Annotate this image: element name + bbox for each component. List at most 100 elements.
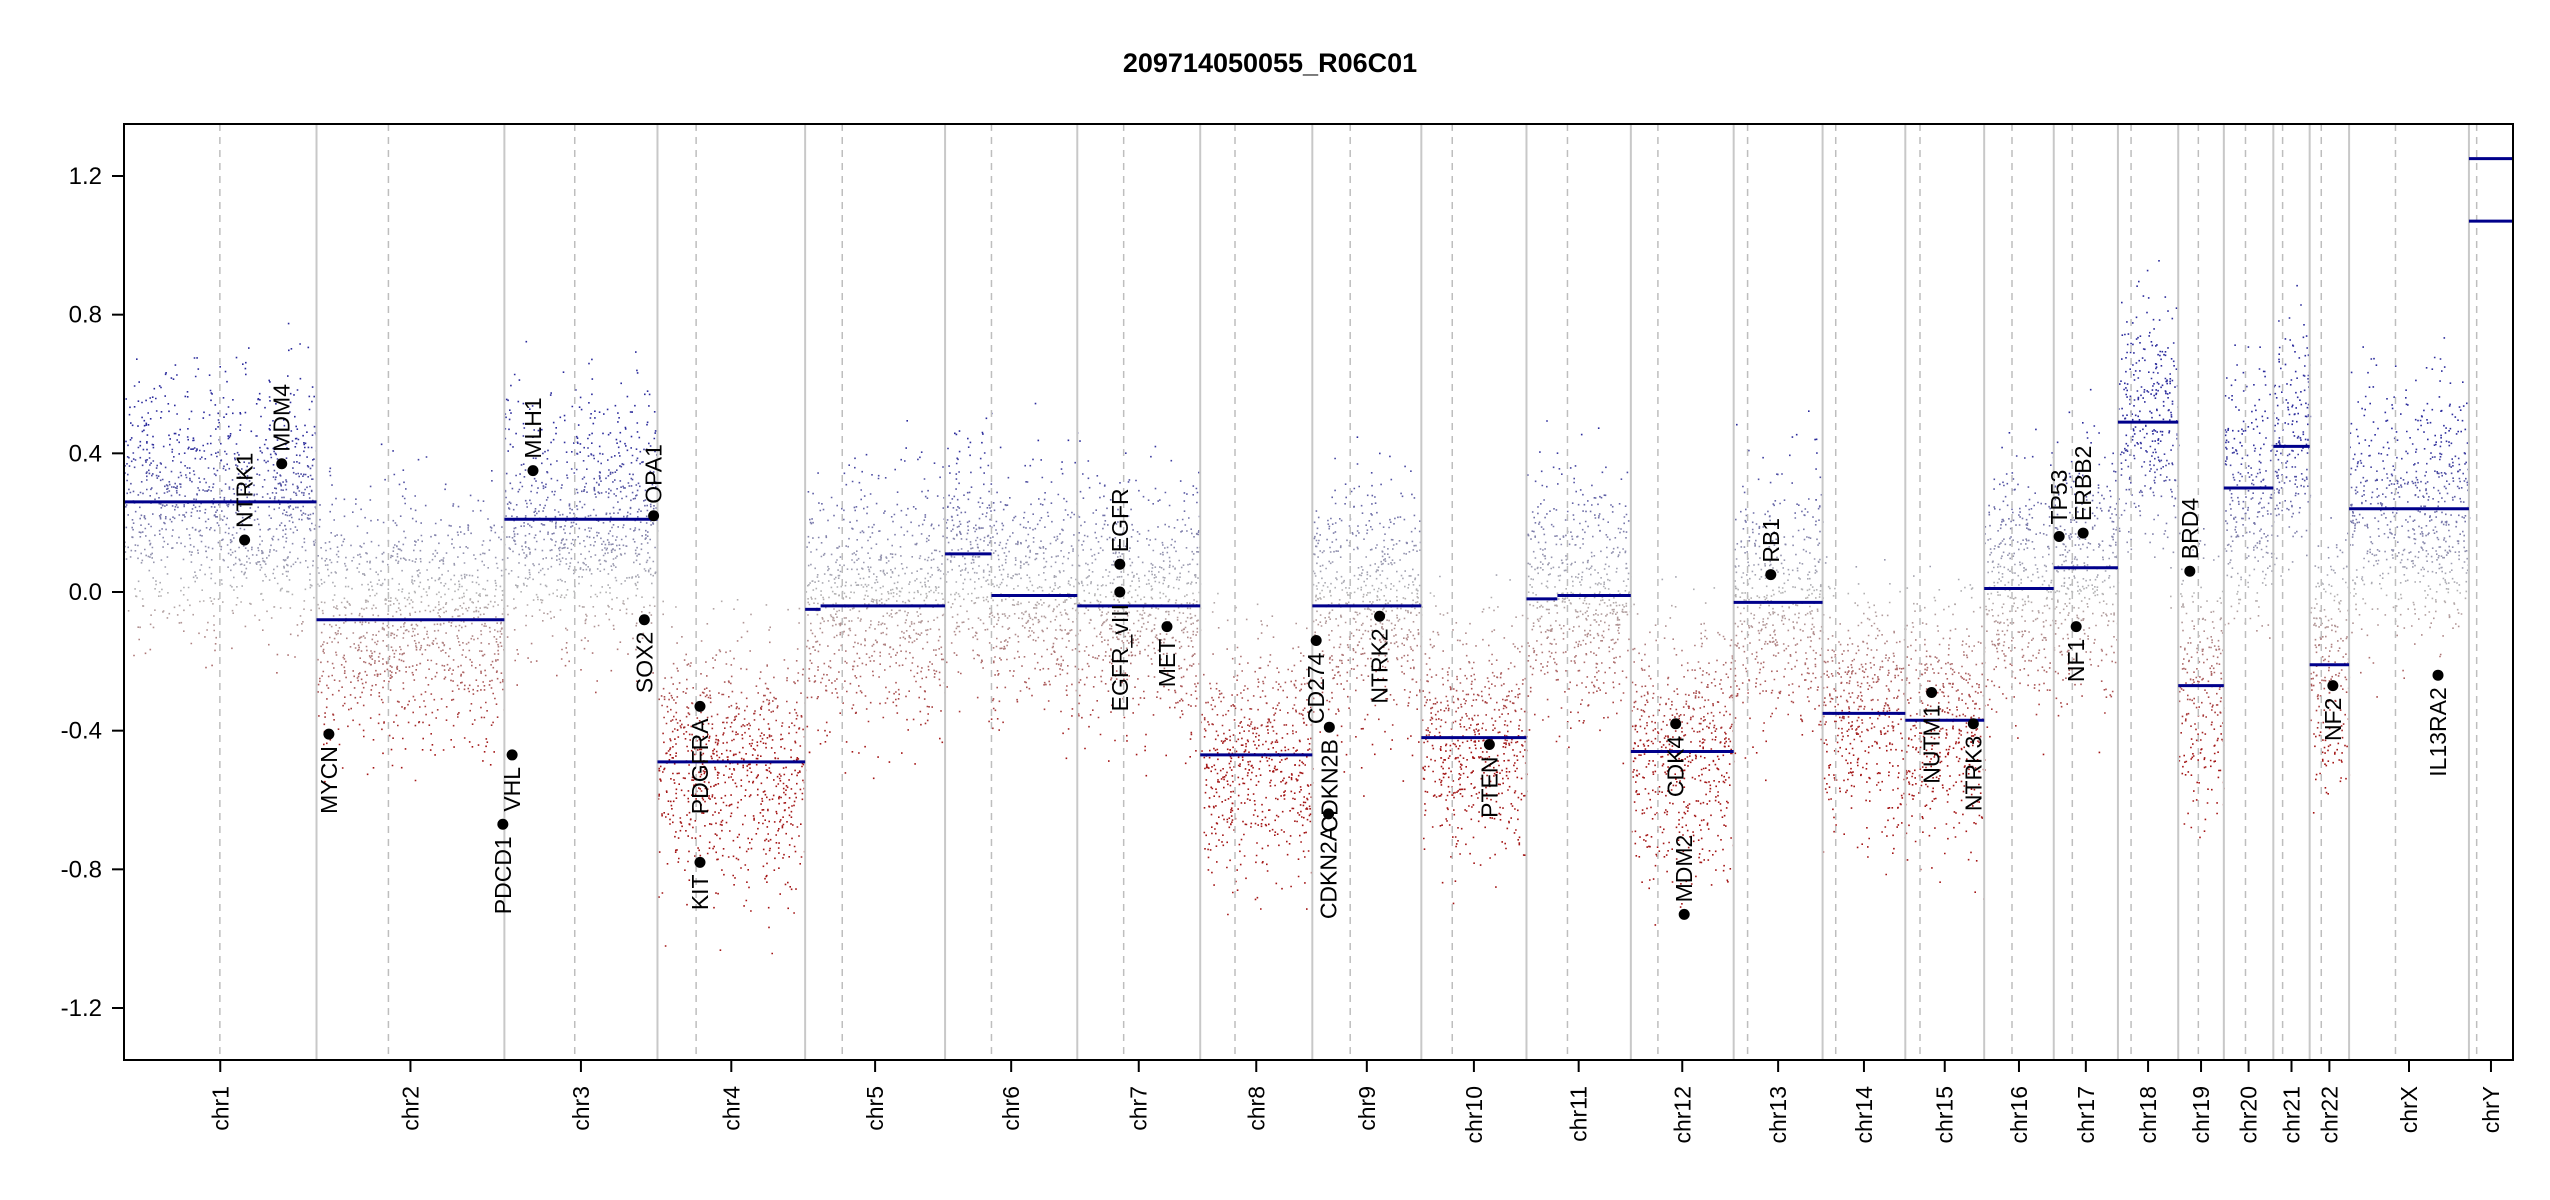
chromosome-label: chr20: [2236, 1086, 2262, 1144]
probe-point-cloud: [362, 728, 2343, 732]
gene-label: NUTM1: [1919, 705, 1945, 784]
chromosome-label: chr3: [568, 1086, 594, 1131]
gene-label: KIT: [687, 874, 713, 910]
gene-point: [527, 465, 539, 477]
gene-point: [648, 510, 660, 522]
chromosome-grid: [219, 124, 2478, 1060]
gene-label: OPA1: [641, 444, 667, 504]
gene-label: RB1: [1758, 518, 1784, 563]
probe-point-cloud: [289, 633, 2043, 636]
gene-point: [1967, 718, 1979, 730]
chart-title: 209714050055_R06C01: [1123, 48, 1417, 78]
gene-label: NTRK1: [232, 453, 258, 528]
probe-point-cloud: [168, 612, 2460, 615]
probe-point-cloud: [1566, 510, 1803, 513]
gene-point: [1310, 635, 1322, 647]
segment-lines: [124, 157, 2513, 764]
gene-point: [2432, 669, 2444, 681]
probe-point-cloud: [196, 509, 2438, 513]
gene-point: [2077, 527, 2089, 539]
y-tick-label: -0.8: [61, 856, 102, 883]
gene-point: [1114, 558, 1126, 570]
probe-point-cloud: [159, 581, 2458, 584]
chromosome-label: chr17: [2073, 1086, 2099, 1144]
probe-point-cloud: [354, 646, 2341, 649]
chromosome-label: chr21: [2278, 1086, 2304, 1144]
chromosome-label: chr7: [1126, 1086, 1152, 1131]
gene-point: [638, 614, 650, 626]
gene-point: [239, 534, 251, 546]
chromosome-label: chr5: [862, 1086, 888, 1131]
gene-label: MDM4: [269, 384, 295, 452]
gene-point: [1114, 586, 1126, 598]
gene-label: SOX2: [631, 632, 657, 693]
gene-label: CDK4: [1663, 736, 1689, 798]
chromosome-label: chr15: [1932, 1086, 1958, 1144]
gene-label: NTRK2: [1367, 628, 1393, 703]
chromosome-label: chr11: [1566, 1086, 1592, 1142]
gene-label: PTEN: [1476, 757, 1502, 818]
chromosome-label: chr16: [2006, 1086, 2032, 1144]
probe-point-cloud: [209, 596, 2427, 599]
gene-point: [694, 856, 706, 868]
y-tick-label: 0.8: [69, 302, 102, 329]
probe-point-cloud: [219, 495, 2456, 499]
probe-point-cloud: [303, 608, 2459, 611]
chromosome-label: chr4: [718, 1086, 744, 1131]
gene-label: IL13RA2: [2425, 687, 2451, 777]
probe-point-cloud: [160, 558, 2460, 562]
gene-label: CDKN2B: [1316, 739, 1342, 832]
gene-point: [2053, 531, 2065, 543]
chromosome-label: chr18: [2135, 1086, 2161, 1144]
gene-label: TP53: [2046, 470, 2072, 525]
gene-point: [276, 458, 288, 470]
gene-point: [1926, 687, 1938, 699]
probe-point-cloud: [168, 479, 2470, 483]
probe-point-cloud: [381, 627, 2363, 631]
y-tick-label: -1.2: [61, 995, 102, 1022]
probe-point-cloud: [129, 555, 2443, 558]
probe-point-cloud: [162, 536, 164, 539]
probe-point-cloud: [386, 668, 2187, 671]
chromosome-label: chr2: [397, 1086, 423, 1131]
probe-point-cloud: [685, 715, 1890, 718]
chromosome-label: chr22: [2316, 1086, 2342, 1144]
probe-point-cloud: [148, 539, 2445, 542]
chromosome-label: chr12: [1669, 1086, 1695, 1144]
chromosome-label: chr19: [2188, 1086, 2214, 1144]
gene-label: EGFR: [1107, 488, 1133, 552]
gene-label: NTRK3: [1960, 736, 1986, 811]
gene-point: [323, 728, 335, 740]
chromosome-label: chr6: [998, 1086, 1024, 1131]
gene-point: [1678, 908, 1690, 920]
y-tick-label: 0.0: [69, 579, 102, 606]
probe-point-cloud: [206, 628, 2333, 632]
probe-point-cloud: [162, 445, 165, 448]
chromosome-label: chr10: [1461, 1086, 1487, 1144]
gene-point: [506, 749, 518, 761]
gene-point: [1323, 808, 1335, 820]
chromosome-label: chrX: [2396, 1086, 2422, 1133]
gene-point: [2327, 680, 2339, 692]
probe-point-cloud: [322, 670, 2057, 673]
y-tick-label: 1.2: [69, 163, 102, 190]
gene-point: [1670, 718, 1682, 730]
x-axis: chr1 chr2 chr3 chr4 chr5 chr6 chr7 chr8 chr9 chr1…: [207, 1060, 2504, 1144]
y-tick-label: 0.4: [69, 440, 102, 467]
probe-point-cloud: [140, 481, 2469, 484]
chromosome-label: chr13: [1765, 1086, 1791, 1144]
probe-points: [124, 260, 2471, 955]
chromosome-label: chr8: [1243, 1086, 1269, 1131]
gene-label: MYCN: [316, 746, 342, 814]
probe-point-cloud: [131, 535, 2411, 539]
gene-label: MDM2: [1671, 835, 1697, 903]
gene-point: [1161, 621, 1173, 633]
y-tick-label: -0.4: [61, 718, 102, 745]
gene-point: [1374, 610, 1386, 622]
gene-label: NF2: [2320, 698, 2346, 741]
chromosome-label: chr9: [1354, 1086, 1380, 1131]
probe-point-cloud: [368, 588, 2081, 591]
gene-point: [497, 818, 509, 830]
probe-point-cloud: [407, 703, 2219, 706]
